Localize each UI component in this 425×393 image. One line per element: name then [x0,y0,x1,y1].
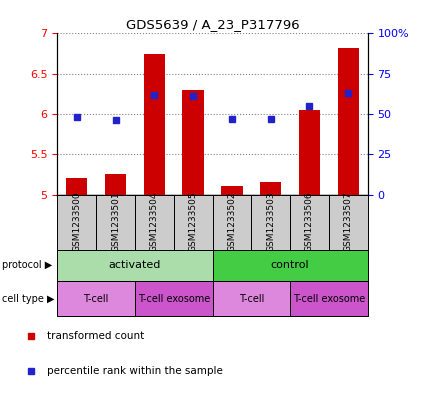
Bar [57,250,212,281]
Bar [299,110,320,195]
Bar [57,195,96,250]
Bar [57,281,135,316]
Text: GSM1233506: GSM1233506 [305,192,314,252]
Bar [212,250,368,281]
Text: percentile rank within the sample: percentile rank within the sample [47,366,223,376]
Text: activated: activated [109,260,161,270]
Text: GSM1233502: GSM1233502 [227,192,236,252]
Bar [66,178,88,195]
Text: T-cell: T-cell [238,294,264,304]
Text: T-cell exosome: T-cell exosome [293,294,365,304]
Bar [290,195,329,250]
Text: T-cell: T-cell [83,294,109,304]
Text: GSM1233507: GSM1233507 [344,192,353,252]
Bar [96,195,135,250]
Bar [329,195,368,250]
Title: GDS5639 / A_23_P317796: GDS5639 / A_23_P317796 [126,18,299,31]
Bar [182,90,204,195]
Text: control: control [271,260,309,270]
Text: protocol ▶: protocol ▶ [2,260,52,270]
Text: transformed count: transformed count [47,331,144,341]
Bar [260,182,281,195]
Text: GSM1233505: GSM1233505 [189,192,198,252]
Text: T-cell exosome: T-cell exosome [138,294,210,304]
Bar [135,195,174,250]
Bar [212,281,290,316]
Text: GSM1233504: GSM1233504 [150,192,159,252]
Text: GSM1233503: GSM1233503 [266,192,275,252]
Bar [135,281,212,316]
Bar [144,53,165,195]
Text: GSM1233500: GSM1233500 [72,192,81,252]
Bar [251,195,290,250]
Bar [174,195,212,250]
Text: cell type ▶: cell type ▶ [2,294,55,304]
Bar [221,187,243,195]
Text: GSM1233501: GSM1233501 [111,192,120,252]
Bar [337,48,359,195]
Bar [105,174,126,195]
Bar [212,195,251,250]
Bar [290,281,368,316]
